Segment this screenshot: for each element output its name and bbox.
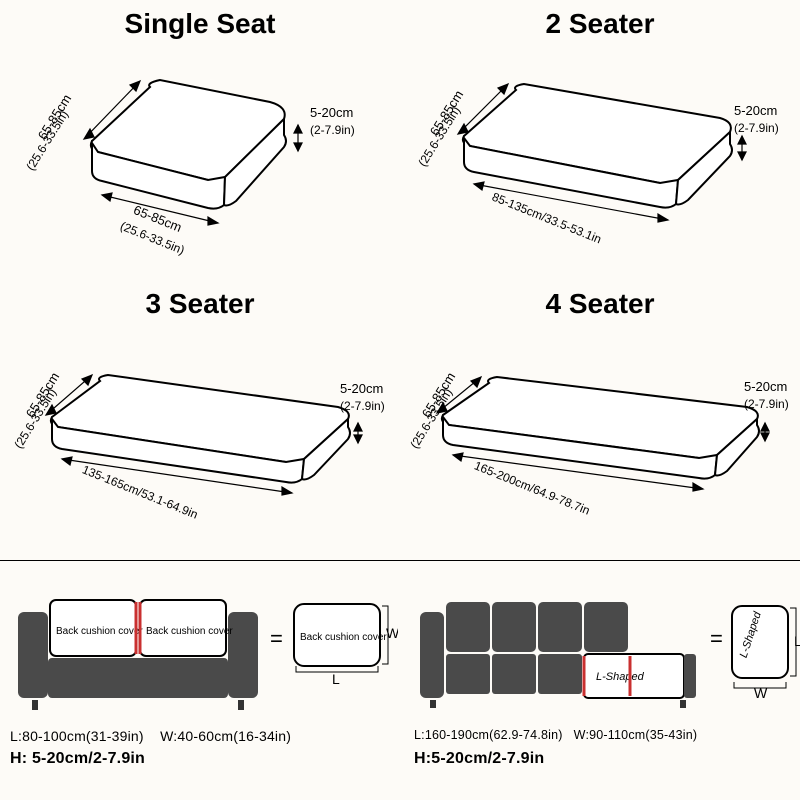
cell-single: Single Seat — [0, 0, 400, 280]
cell-4seater: 4 Seater 65-85cm (25.6-33.5in) 165-200cm… — [400, 280, 800, 560]
sofa-back-cushion: Back cushion cover Back cushion cover = … — [8, 570, 398, 730]
l-left: L — [332, 671, 340, 687]
br-spec1: L:160-190cm(62.9-74.8in) W:90-110cm(35-4… — [414, 728, 697, 742]
height-in: (2-7.9in) — [310, 124, 355, 138]
cell-3seater: 3 Seater 65-85cm (25.6-33.5in) 135-165cm… — [0, 280, 400, 560]
lbl-single: Back cushion cover — [300, 632, 387, 643]
lbl-ls1: L-Shaped — [596, 671, 645, 683]
h2in: (2-7.9in) — [734, 122, 779, 136]
title-2: 2 Seater — [400, 8, 800, 40]
eq-right: = — [710, 626, 723, 651]
eq-left: = — [270, 626, 283, 651]
h2cm: 5-20cm — [734, 104, 777, 119]
cushion-4 — [405, 331, 795, 531]
w-right: W — [754, 685, 768, 701]
height-cm: 5-20cm — [310, 106, 353, 121]
cushion-3 — [10, 331, 390, 531]
lbl-back-r: Back cushion cover — [146, 626, 233, 637]
h4in: (2-7.9in) — [744, 398, 789, 412]
bottom-row: Back cushion cover Back cushion cover = … — [0, 560, 800, 800]
panel-back-cushion: Back cushion cover Back cushion cover = … — [0, 560, 406, 800]
size-grid: Single Seat — [0, 0, 800, 560]
h3cm: 5-20cm — [340, 382, 383, 397]
title-3: 3 Seater — [0, 288, 400, 320]
br-spec2: H:5-20cm/2-7.9in — [414, 750, 544, 768]
l-right: L — [794, 633, 800, 649]
panel-lshape: L-Shaped = L-Shaped L W L:1 — [406, 560, 800, 800]
bl-spec1: L:80-100cm(31-39in) W:40-60cm(16-34in) — [10, 728, 291, 744]
title-4: 4 Seater — [400, 288, 800, 320]
cushion-2 — [420, 46, 780, 256]
cell-2seater: 2 Seater 65-85cm (25.6-33.5in) 85-135cm/… — [400, 0, 800, 280]
h3in: (2-7.9in) — [340, 400, 385, 414]
h4cm: 5-20cm — [744, 380, 787, 395]
bl-spec2: H: 5-20cm/2-7.9in — [10, 750, 145, 768]
lbl-back-l: Back cushion cover — [56, 626, 143, 637]
cushion-single — [40, 47, 360, 267]
sofa-lshape: L-Shaped = L-Shaped L W — [414, 570, 800, 730]
title-single: Single Seat — [0, 8, 400, 40]
